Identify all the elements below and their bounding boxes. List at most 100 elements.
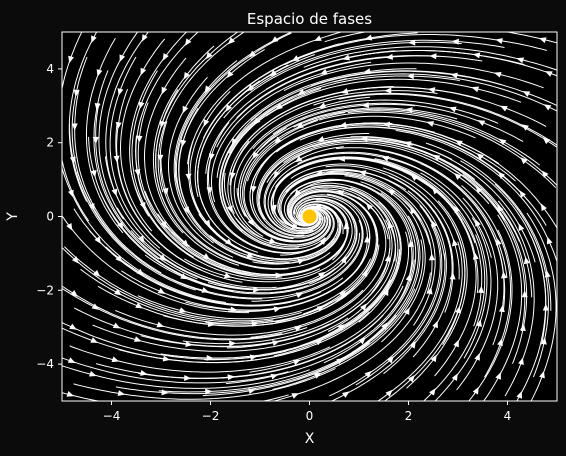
stream-arrowhead	[358, 170, 367, 177]
stream-arrowhead	[342, 54, 350, 61]
stream-arrowhead	[471, 86, 480, 93]
streamline	[68, 32, 98, 202]
streamline	[297, 151, 492, 258]
streamline	[280, 173, 431, 245]
stream-arrowhead	[159, 120, 166, 129]
stream-arrowhead	[115, 122, 122, 130]
x-tick-label: 2	[405, 409, 413, 423]
stream-arrowhead	[247, 218, 255, 226]
stream-arrowhead	[382, 121, 391, 128]
arrowheads-layer	[66, 34, 553, 399]
stream-arrowhead	[387, 221, 394, 229]
streamline	[173, 60, 238, 244]
stream-arrowhead	[408, 39, 416, 46]
stream-arrowhead	[69, 156, 76, 164]
stream-arrowhead	[403, 307, 410, 316]
stream-arrowhead	[291, 393, 299, 399]
streamline	[159, 121, 289, 270]
stream-arrowhead	[405, 107, 413, 114]
streamline	[187, 32, 344, 165]
y-axis-ticks: −4 −2 0 2 4	[36, 62, 62, 371]
stream-arrowhead	[426, 121, 435, 127]
stream-arrowhead	[451, 373, 458, 381]
streamline	[283, 179, 413, 281]
streamline	[218, 111, 326, 250]
streamline	[62, 214, 250, 314]
streamline	[388, 141, 533, 298]
stream-arrowhead	[88, 370, 97, 377]
streamline	[157, 32, 245, 193]
streamline	[160, 279, 392, 359]
stream-arrowhead	[343, 222, 350, 230]
stream-arrowhead	[227, 374, 235, 381]
stream-arrowhead	[540, 203, 547, 212]
streamline	[221, 87, 322, 246]
stream-arrowhead	[201, 287, 210, 293]
streamline	[76, 171, 263, 300]
stream-arrowhead	[253, 286, 261, 293]
stream-arrowhead	[67, 189, 74, 198]
stream-arrowhead	[538, 37, 547, 44]
stream-arrowhead	[364, 34, 373, 41]
streamline	[299, 187, 399, 347]
stream-arrowhead	[140, 67, 147, 76]
stream-arrowhead	[91, 303, 100, 310]
streamline	[137, 258, 372, 320]
stream-arrowhead	[318, 102, 327, 109]
stream-arrowhead	[248, 50, 257, 58]
stream-arrowhead	[542, 303, 549, 311]
stream-arrowhead	[428, 253, 435, 261]
stream-arrowhead	[275, 103, 283, 110]
streamline	[92, 317, 349, 352]
stream-arrowhead	[432, 154, 441, 161]
stream-arrowhead	[495, 237, 502, 246]
streamline	[115, 289, 364, 336]
streamline	[129, 32, 188, 217]
stream-arrowhead	[519, 190, 526, 198]
stream-arrowhead	[337, 324, 345, 331]
stream-arrowhead	[363, 68, 371, 75]
streamline	[171, 202, 349, 275]
stream-arrowhead	[360, 135, 368, 142]
stream-arrowhead	[498, 304, 505, 313]
stream-arrowhead	[67, 357, 76, 363]
y-tick-label: 4	[46, 62, 54, 76]
stream-arrowhead	[250, 185, 257, 194]
stream-arrowhead	[316, 305, 325, 312]
streamline	[100, 192, 309, 294]
stream-arrowhead	[249, 354, 258, 361]
stream-arrowhead	[203, 119, 210, 127]
chart-title: Espacio de fases	[247, 10, 372, 28]
streamline	[197, 54, 315, 221]
stream-arrowhead	[182, 105, 189, 114]
stream-arrowhead	[246, 252, 255, 258]
streamline	[423, 234, 486, 401]
stream-arrowhead	[180, 273, 188, 280]
stream-arrowhead	[133, 336, 142, 342]
stream-arrowhead	[183, 206, 189, 214]
streamline	[211, 61, 372, 203]
stream-arrowhead	[96, 69, 103, 77]
stream-arrowhead	[273, 170, 280, 178]
stream-arrowhead	[410, 174, 418, 181]
stream-arrowhead	[522, 91, 531, 97]
streamline	[264, 146, 344, 235]
stream-arrowhead	[319, 68, 328, 75]
streamline	[237, 103, 416, 217]
stream-arrowhead	[338, 290, 347, 298]
stream-arrowhead	[382, 288, 389, 297]
streamline	[251, 195, 364, 302]
streamline	[62, 166, 227, 303]
stream-arrowhead	[294, 326, 303, 332]
stream-arrowhead	[448, 106, 457, 113]
streamline	[225, 259, 415, 385]
stream-arrowhead	[498, 171, 506, 179]
stream-arrowhead	[340, 88, 349, 94]
streamline	[256, 133, 370, 237]
stream-arrowhead	[88, 203, 95, 211]
streamline	[163, 244, 380, 327]
streamline	[208, 153, 335, 254]
stream-arrowhead	[66, 391, 75, 397]
stream-arrowhead	[500, 271, 507, 279]
streamline	[379, 150, 506, 313]
